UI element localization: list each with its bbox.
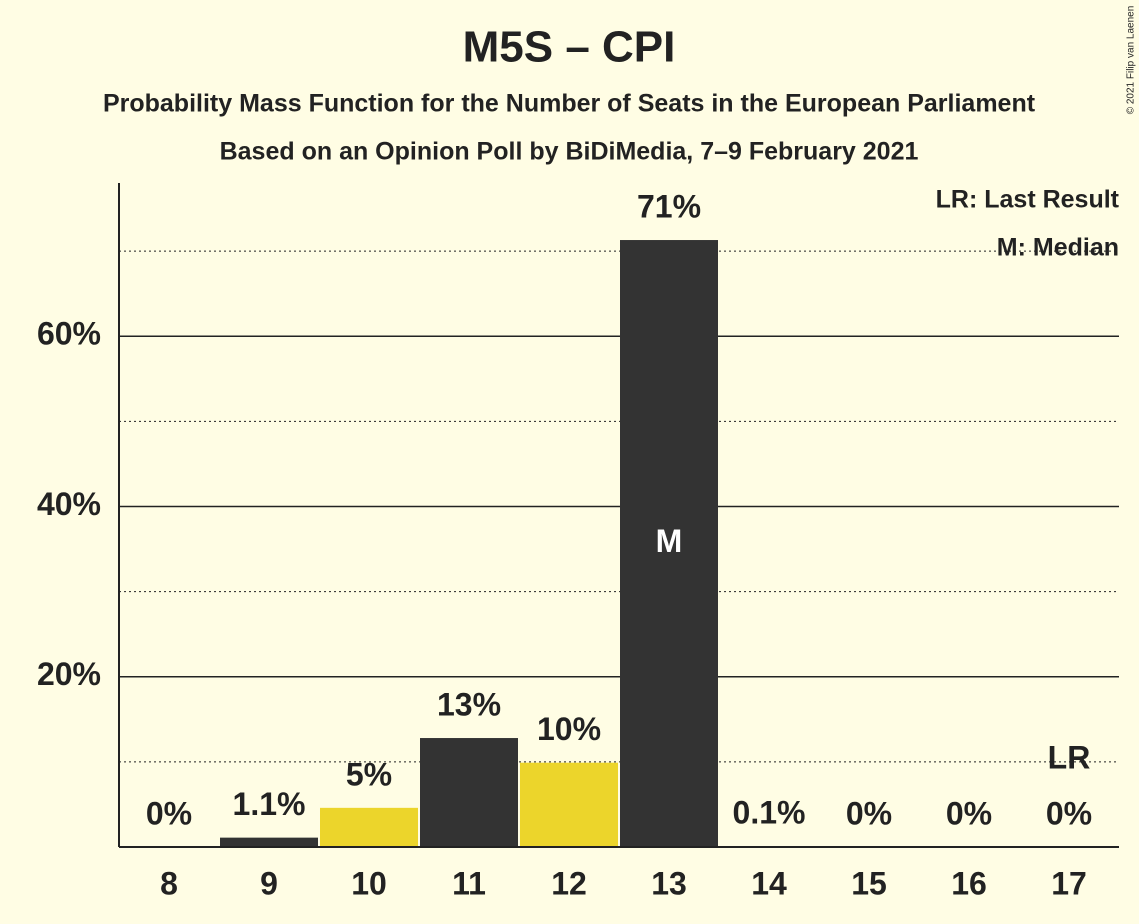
x-tick-label: 16 — [951, 865, 987, 901]
bar — [520, 762, 618, 847]
value-label: 71% — [637, 188, 701, 224]
y-tick-label: 20% — [37, 656, 101, 692]
copyright: © 2021 Filip van Laenen — [1126, 6, 1137, 115]
y-tick-label: 40% — [37, 486, 101, 522]
value-label: 10% — [537, 711, 601, 747]
value-label: 5% — [346, 756, 392, 792]
bar — [220, 837, 318, 847]
marker-label: M — [656, 523, 683, 559]
x-tick-label: 17 — [1051, 865, 1087, 901]
legend-entry: M: Median — [997, 234, 1119, 262]
bar — [320, 807, 418, 847]
value-label: 0% — [846, 795, 892, 831]
x-tick-label: 9 — [260, 865, 278, 901]
x-tick-label: 13 — [651, 865, 687, 901]
value-label: 13% — [437, 686, 501, 722]
chart-title: M5S – CPI — [463, 23, 676, 72]
value-label: 0% — [1046, 795, 1092, 831]
legend-entry: LR: Last Result — [936, 186, 1120, 214]
value-label: 0% — [146, 795, 192, 831]
x-tick-label: 10 — [351, 865, 387, 901]
value-label: 0% — [946, 795, 992, 831]
chart-subtitle: Probability Mass Function for the Number… — [103, 90, 1036, 118]
value-label: 1.1% — [233, 786, 306, 822]
x-tick-label: 15 — [851, 865, 887, 901]
x-tick-label: 14 — [751, 865, 787, 901]
x-tick-label: 11 — [452, 865, 486, 901]
x-tick-label: 8 — [160, 865, 178, 901]
value-label: 0.1% — [733, 795, 806, 831]
bar — [420, 738, 518, 847]
x-tick-label: 12 — [551, 865, 587, 901]
bar — [620, 240, 718, 848]
chart-subtitle: Based on an Opinion Poll by BiDiMedia, 7… — [220, 138, 919, 166]
y-tick-label: 60% — [37, 316, 101, 352]
marker-label: LR — [1048, 739, 1091, 775]
